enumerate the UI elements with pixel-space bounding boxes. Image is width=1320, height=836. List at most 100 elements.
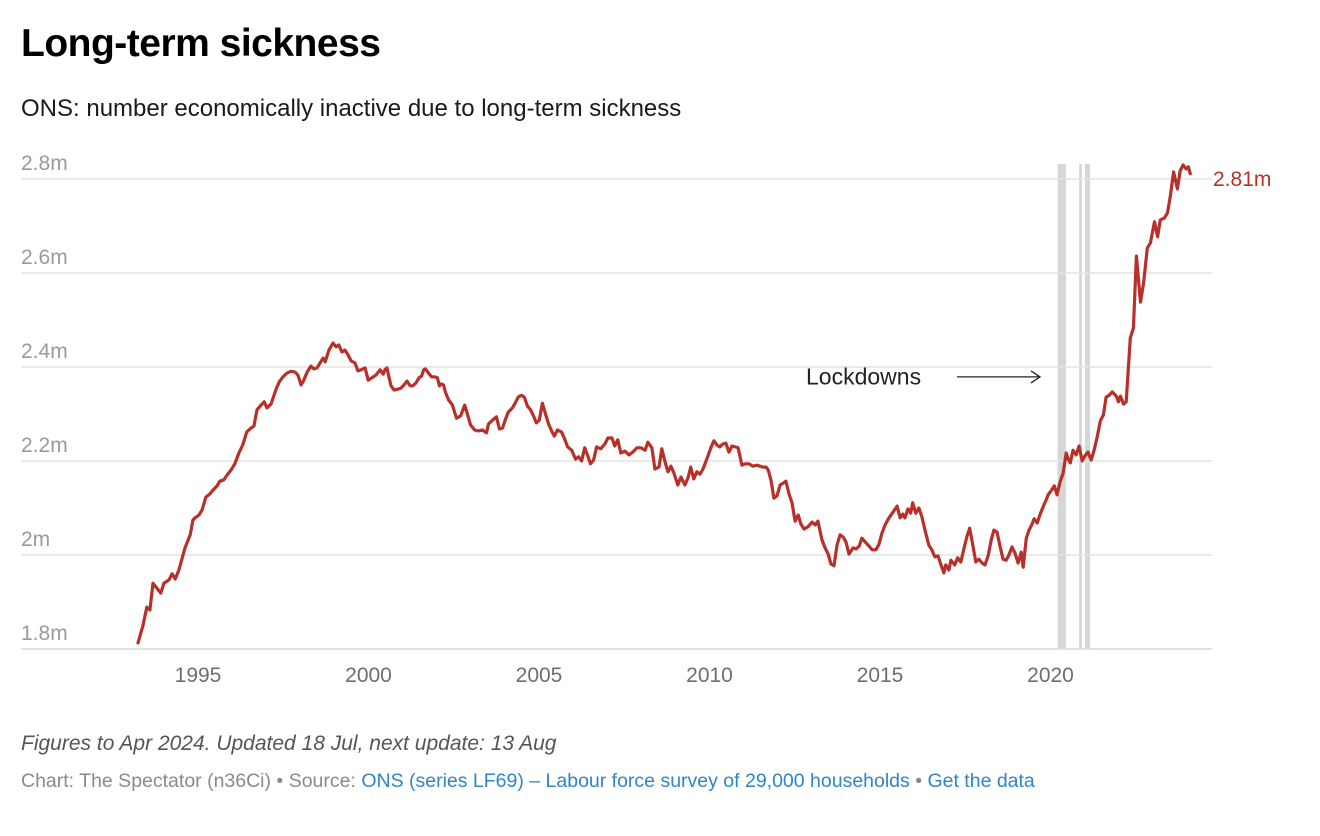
data-point: [744, 462, 747, 465]
data-point: [1069, 462, 1072, 465]
data-point: [152, 582, 155, 585]
data-point: [959, 561, 962, 564]
data-point: [344, 349, 347, 352]
data-point: [375, 374, 378, 377]
data-point: [1053, 485, 1056, 488]
data-point: [507, 411, 510, 414]
data-point: [216, 485, 219, 488]
get-data-link[interactable]: Get the data: [927, 770, 1035, 792]
data-point: [322, 357, 325, 360]
data-point: [911, 501, 914, 504]
data-point: [469, 423, 472, 426]
data-point: [1159, 219, 1162, 222]
data-point: [1111, 391, 1114, 394]
data-point: [504, 419, 507, 422]
data-point: [1093, 449, 1096, 452]
data-point: [1067, 458, 1070, 461]
data-point: [341, 351, 344, 354]
separator: •: [909, 770, 928, 792]
data-point: [718, 446, 721, 449]
data-point: [788, 493, 791, 496]
data-point: [526, 405, 529, 408]
data-point: [1084, 454, 1087, 457]
data-point: [463, 404, 466, 407]
data-point: [1153, 220, 1156, 223]
data-point: [830, 563, 833, 566]
data-point: [256, 408, 259, 411]
data-point: [1132, 327, 1135, 330]
data-point: [1099, 420, 1102, 423]
data-point: [266, 407, 269, 410]
data-point: [1078, 445, 1081, 448]
data-point: [884, 524, 887, 527]
data-point: [204, 496, 207, 499]
data-point: [290, 370, 293, 373]
data-point: [692, 478, 695, 481]
data-point: [282, 376, 285, 379]
data-point: [400, 387, 403, 390]
data-point: [495, 415, 498, 418]
data-point: [892, 511, 895, 514]
data-point: [592, 459, 595, 462]
data-point: [1176, 188, 1179, 191]
data-point: [145, 606, 148, 609]
y-tick-label: 2.8m: [21, 152, 68, 175]
lockdown-band: [1079, 164, 1082, 649]
data-point: [737, 446, 740, 449]
data-point: [328, 349, 331, 352]
data-point: [159, 592, 162, 595]
data-point: [438, 384, 441, 387]
data-point: [896, 505, 899, 508]
data-point: [651, 446, 654, 449]
data-point: [142, 624, 145, 627]
data-point: [909, 512, 912, 515]
data-point: [350, 360, 353, 363]
data-point: [436, 376, 439, 379]
data-point: [194, 517, 197, 520]
data-point: [485, 431, 488, 434]
data-point: [393, 389, 396, 392]
data-point: [1011, 546, 1014, 549]
data-point: [785, 480, 788, 483]
data-point: [705, 458, 708, 461]
y-tick-label: 2.2m: [21, 434, 68, 457]
data-point: [791, 501, 794, 504]
data-point: [1117, 400, 1120, 403]
x-axis-labels: 1995 2000 2005 2010 2015 2020: [175, 664, 1074, 687]
data-point: [347, 353, 350, 356]
data-point: [1017, 562, 1020, 565]
data-point: [624, 450, 627, 453]
data-point: [137, 642, 140, 645]
data-point: [459, 415, 462, 418]
data-point: [821, 539, 824, 542]
data-point: [773, 497, 776, 500]
data-point: [762, 466, 765, 469]
data-point: [230, 469, 233, 472]
data-point: [861, 537, 864, 540]
data-point: [514, 402, 517, 405]
data-point: [839, 533, 842, 536]
data-point: [1163, 217, 1166, 220]
data-point: [658, 466, 661, 469]
data-point: [1169, 194, 1172, 197]
data-point: [800, 523, 803, 526]
data-point: [811, 521, 814, 524]
data-point: [1020, 551, 1023, 554]
data-point: [354, 361, 357, 364]
data-point: [956, 556, 959, 559]
data-point: [1142, 282, 1145, 285]
data-point: [867, 544, 870, 547]
data-point: [852, 547, 855, 550]
data-point: [583, 446, 586, 449]
data-point: [233, 462, 236, 465]
data-point: [944, 564, 947, 567]
data-point: [316, 367, 319, 370]
data-point: [937, 555, 940, 558]
source-link[interactable]: ONS (series LF69) – Labour force survey …: [361, 770, 910, 792]
data-point: [406, 380, 409, 383]
data-point: [921, 516, 924, 519]
data-point: [556, 429, 559, 432]
data-point: [570, 449, 573, 452]
data-point: [950, 559, 953, 562]
data-point: [907, 508, 910, 511]
